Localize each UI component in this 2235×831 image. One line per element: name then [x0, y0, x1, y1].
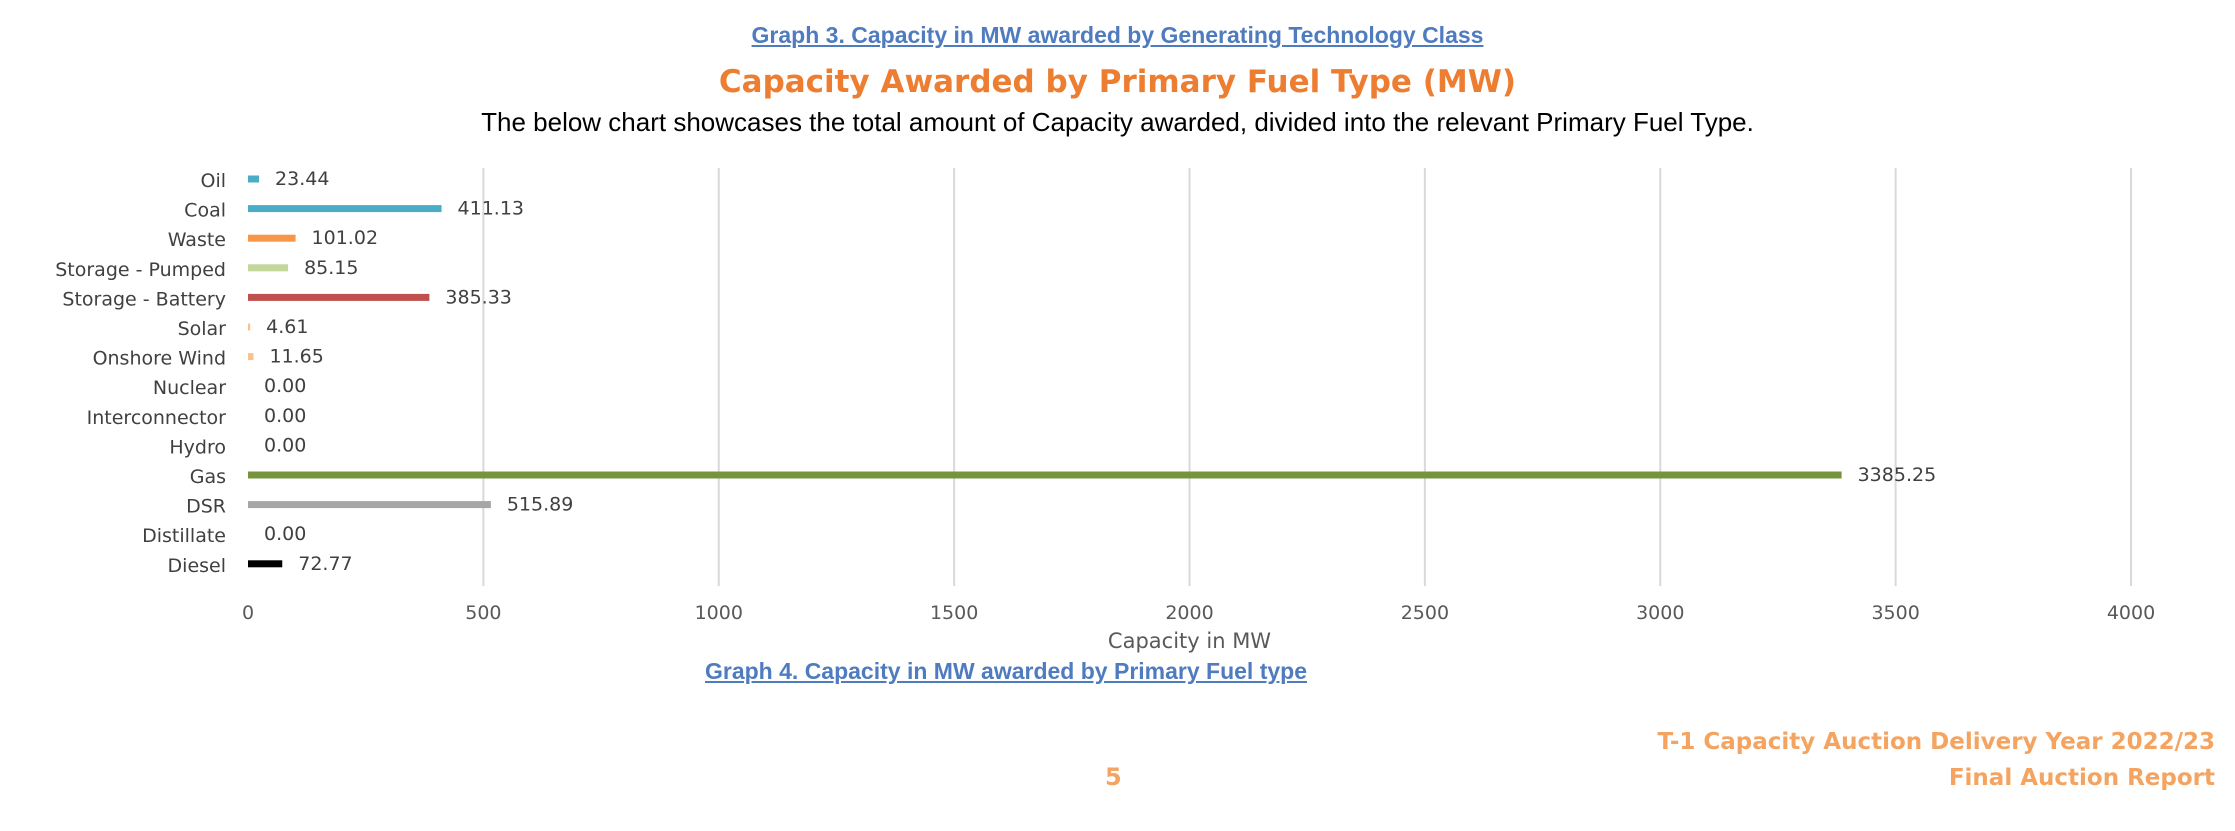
value-label: 101.02	[312, 227, 378, 249]
bar-diesel	[248, 560, 283, 568]
category-label: Coal	[184, 200, 226, 222]
value-label: 23.44	[275, 168, 329, 190]
category-label: Hydro	[169, 436, 226, 458]
value-label: 0.00	[264, 523, 306, 545]
bar-oil	[248, 175, 260, 183]
value-label: 72.77	[298, 553, 352, 575]
graph-4-caption[interactable]: Graph 4. Capacity in MW awarded by Prima…	[705, 658, 1307, 684]
category-label: Storage - Pumped	[55, 259, 226, 281]
x-tick-label: 1000	[695, 602, 743, 624]
graph-3-caption[interactable]: Graph 3. Capacity in MW awarded by Gener…	[751, 22, 1484, 48]
bar-chart: Oil Coal Waste Storage - Pumped Storage - Ba…	[55, 168, 2155, 653]
category-label: Interconnector	[87, 407, 227, 429]
category-axis-labels: Oil Coal Waste Storage - Pumped Storage - Ba…	[55, 170, 226, 577]
value-label: 11.65	[269, 346, 323, 368]
category-label: Gas	[190, 466, 226, 488]
category-label: Storage - Battery	[62, 288, 226, 310]
category-label: Nuclear	[153, 377, 226, 399]
chart-title: Capacity Awarded by Primary Fuel Type (M…	[718, 64, 1517, 100]
value-label: 515.89	[507, 494, 573, 516]
value-label: 4.61	[266, 316, 308, 338]
x-axis-title: Capacity in MW	[1108, 629, 1271, 653]
bar-storage-battery	[248, 293, 430, 301]
value-label: 85.15	[304, 257, 358, 279]
value-label: 3385.25	[1858, 464, 1937, 486]
x-tick-label: 3000	[1636, 602, 1684, 624]
bar-solar	[248, 323, 251, 331]
bar-storage-pumped	[248, 264, 289, 272]
value-label: 0.00	[264, 375, 306, 397]
page-number: 5	[1105, 763, 1122, 791]
x-tick-label: 500	[465, 602, 501, 624]
category-label: Onshore Wind	[93, 348, 226, 370]
x-tick-label: 1500	[930, 602, 978, 624]
x-tick-label: 3500	[1871, 602, 1919, 624]
x-axis-tick-labels: 0 500 1000 1500 2000 2500 3000 3500 4000	[242, 602, 2155, 624]
value-label: 0.00	[264, 434, 306, 456]
value-label: 411.13	[458, 198, 524, 220]
chart-gridlines	[482, 168, 2132, 586]
footer-report-title: T-1 Capacity Auction Delivery Year 2022/…	[1657, 729, 2215, 755]
x-tick-label: 4000	[2107, 602, 2155, 624]
footer-report-subtitle: Final Auction Report	[1948, 765, 2215, 791]
bar-gas	[248, 471, 1842, 479]
bar-onshore-wind	[248, 353, 254, 361]
chart-bars	[248, 175, 1842, 568]
category-label: Waste	[168, 229, 226, 251]
category-label: Solar	[178, 318, 227, 340]
x-tick-label: 2500	[1401, 602, 1449, 624]
category-label: DSR	[186, 496, 226, 518]
value-label: 385.33	[445, 286, 511, 308]
value-label: 0.00	[264, 405, 306, 427]
bar-coal	[248, 205, 442, 213]
chart-subtitle: The below chart showcases the total amou…	[481, 107, 1754, 137]
category-label: Oil	[200, 170, 226, 192]
bar-waste	[248, 234, 296, 242]
bar-value-labels: 23.44 411.13 101.02 85.15 385.33 4.61 11.65 0.0…	[264, 168, 1936, 575]
category-label: Distillate	[142, 525, 226, 547]
category-label: Diesel	[168, 555, 226, 577]
x-tick-label: 2000	[1165, 602, 1213, 624]
x-tick-label: 0	[242, 602, 254, 624]
bar-dsr	[248, 501, 491, 509]
